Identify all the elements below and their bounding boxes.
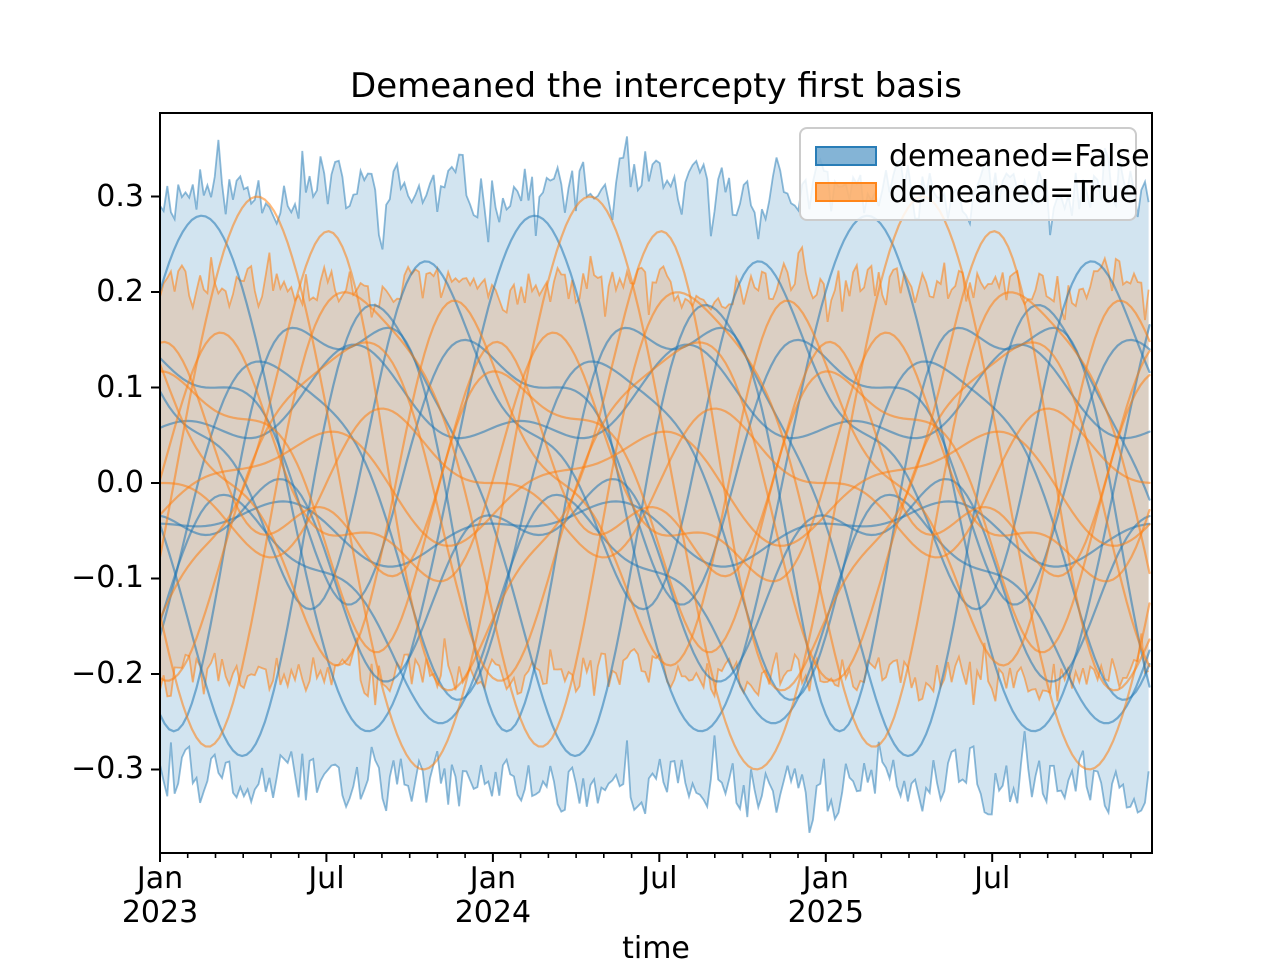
x-tick-label: Jul	[641, 861, 678, 896]
y-tick-label: −0.3	[71, 751, 144, 787]
legend-entry-demeaned-true: demeaned=True	[815, 175, 1138, 210]
x-tick-label: Jul	[974, 861, 1011, 896]
y-tick-label: 0.1	[96, 369, 144, 405]
x-tick-label: Jan 2023	[121, 861, 199, 930]
legend-swatch-blue	[815, 146, 877, 166]
y-tick-label: 0.3	[96, 178, 144, 214]
x-tick-label: Jul	[308, 861, 345, 896]
x-tick-label: Jan 2025	[787, 861, 864, 930]
legend-swatch-orange	[815, 182, 877, 202]
chart-title: Demeaned the intercepty first basis	[350, 66, 962, 106]
x-axis-label: time	[622, 931, 690, 960]
y-tick-label: −0.1	[71, 560, 144, 596]
y-tick-label: 0.2	[96, 274, 144, 310]
legend-entry-demeaned-false: demeaned=False	[815, 139, 1150, 174]
y-tick-label: −0.2	[71, 655, 144, 691]
legend-label-demeaned-true: demeaned=True	[889, 174, 1138, 210]
x-tick-label: Jan 2024	[454, 861, 532, 930]
legend: demeaned=False demeaned=True	[799, 127, 1150, 221]
legend-label-demeaned-false: demeaned=False	[889, 138, 1150, 174]
y-tick-label: 0.0	[96, 465, 144, 500]
